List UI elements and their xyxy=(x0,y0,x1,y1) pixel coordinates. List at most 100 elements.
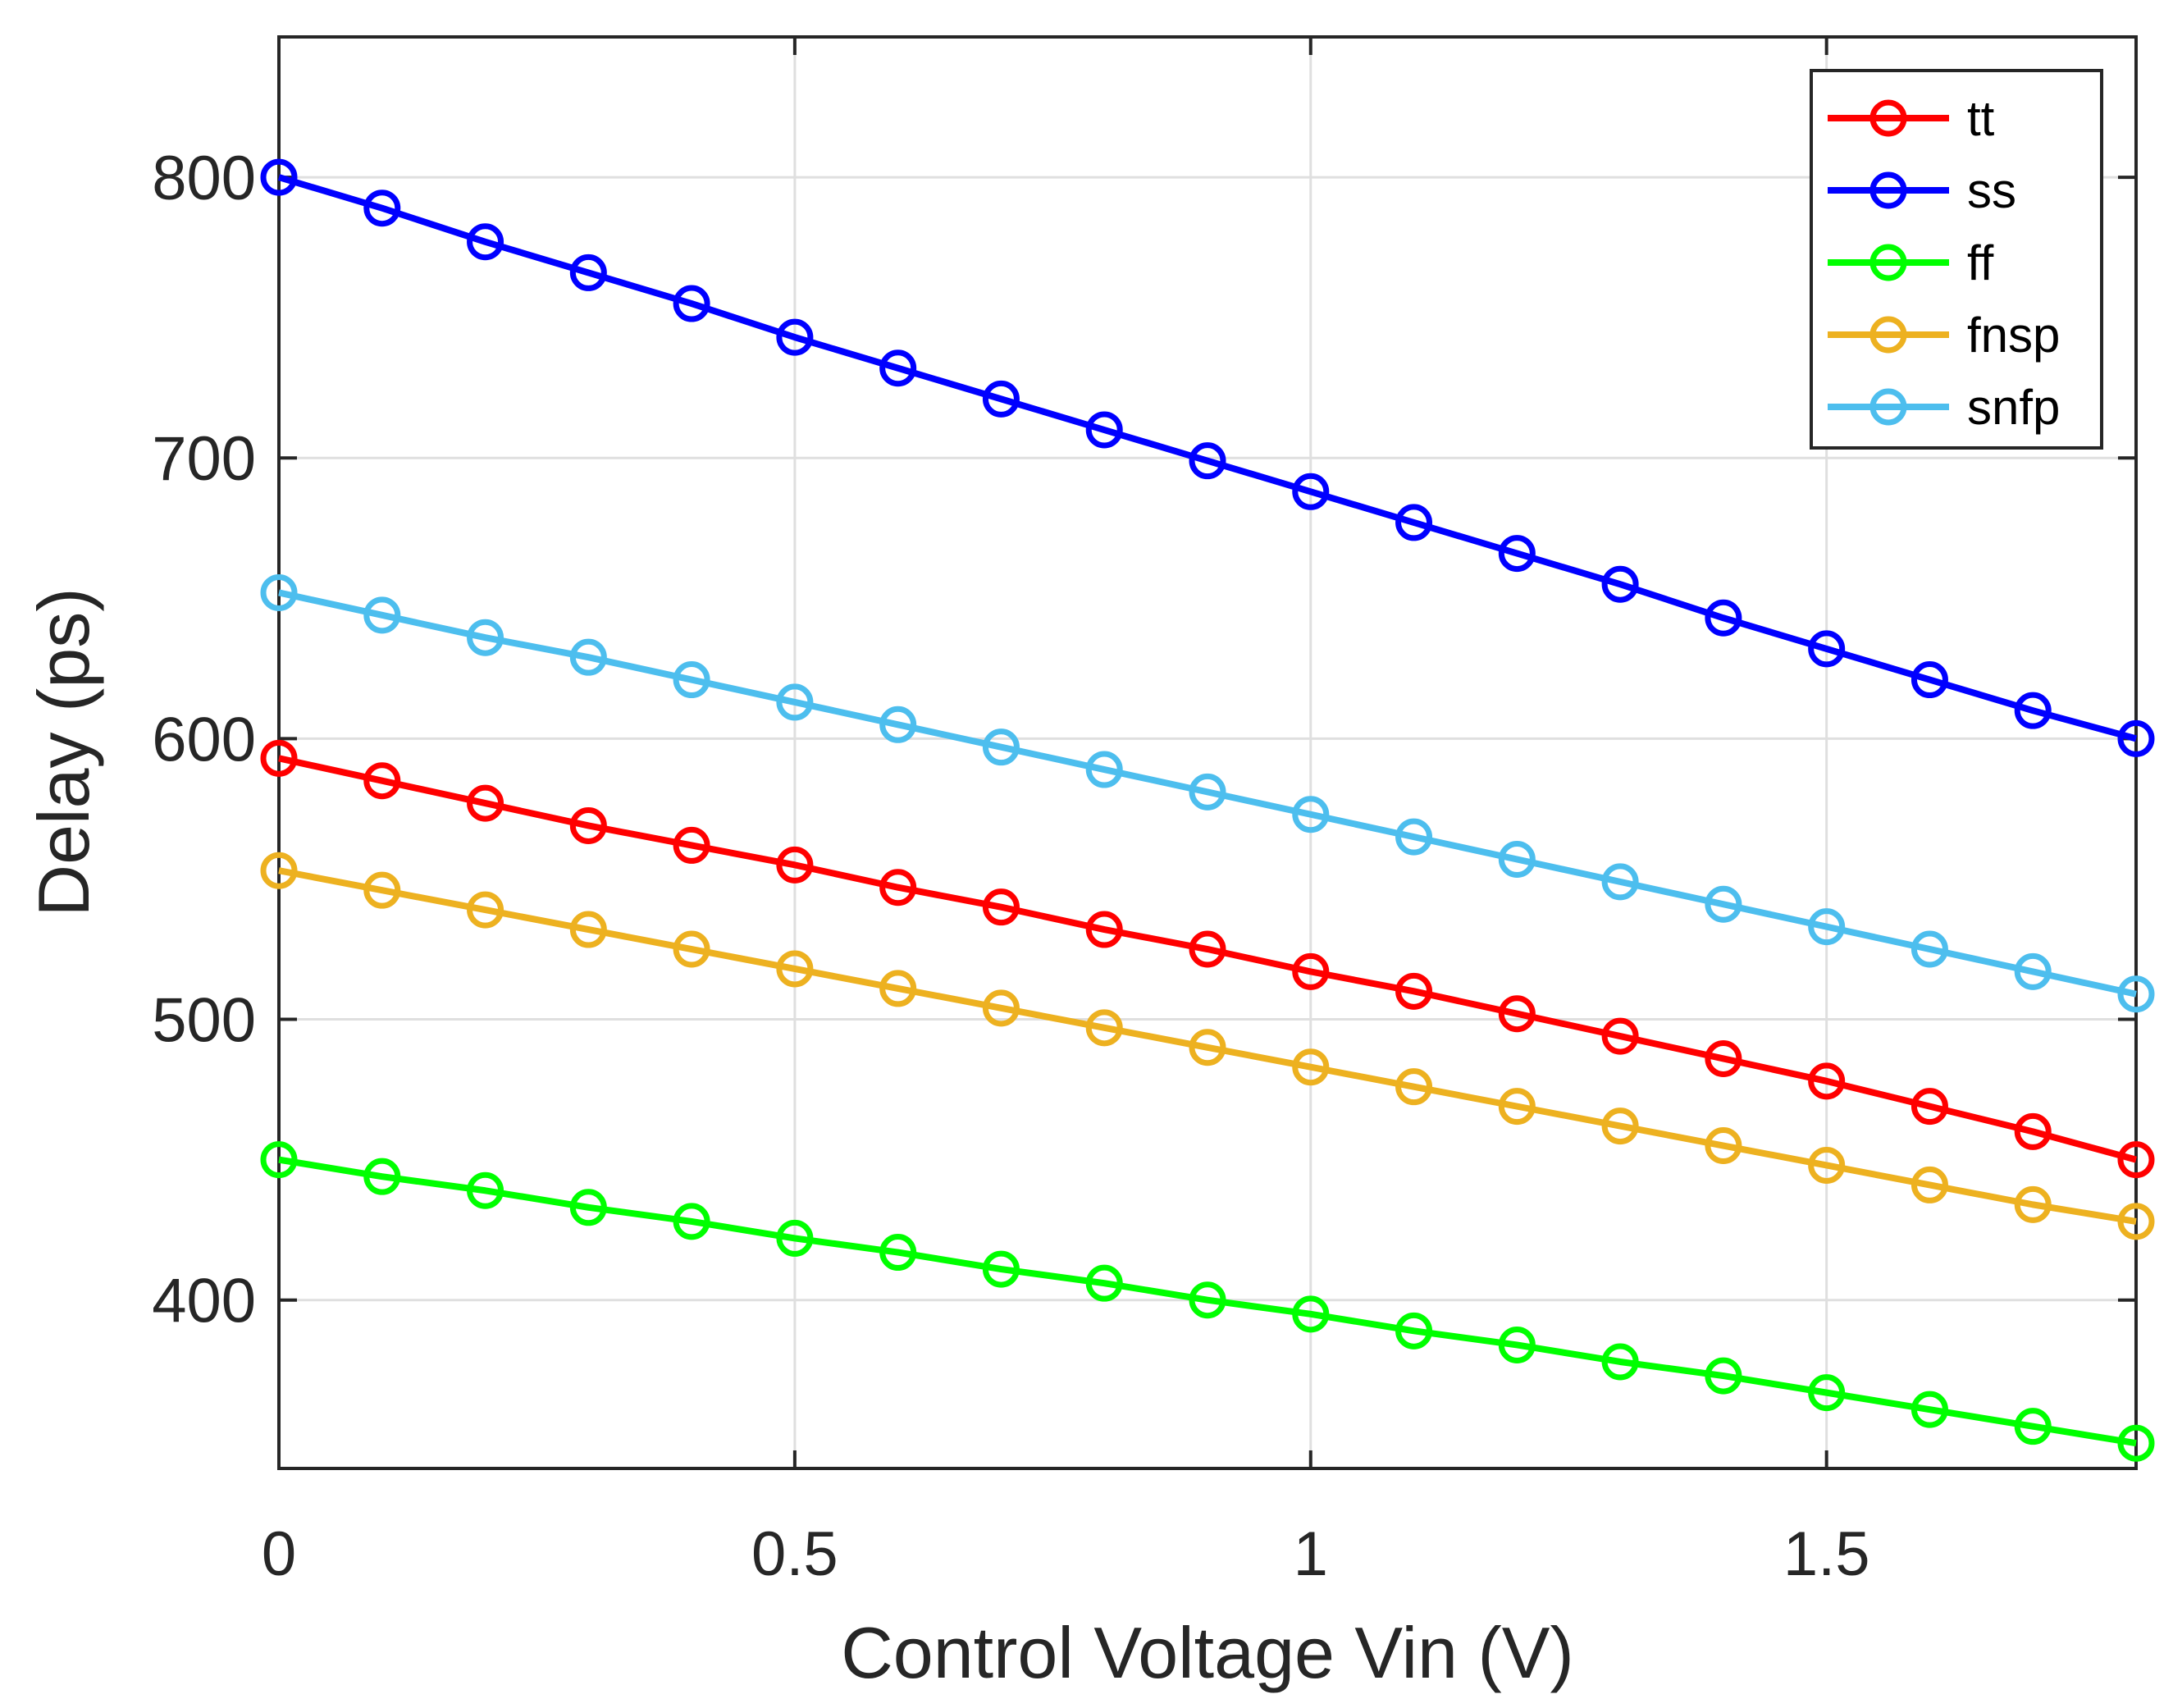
data-point-fnsp xyxy=(260,852,298,889)
legend-marker xyxy=(1869,244,1907,281)
data-point-ff xyxy=(569,1189,607,1226)
data-point-snfp xyxy=(1085,751,1123,788)
data-point-ss xyxy=(1189,442,1226,480)
data-point-tt xyxy=(1085,911,1123,948)
data-point-ss xyxy=(2117,719,2155,757)
data-point-tt xyxy=(1705,1039,1742,1077)
data-point-ff xyxy=(1808,1374,1846,1412)
legend-label: fnsp xyxy=(1967,308,2060,363)
series-tt xyxy=(260,739,2155,1179)
x-tick-label: 1.5 xyxy=(1783,1519,1870,1589)
data-point-snfp xyxy=(1292,796,1330,833)
data-point-fnsp xyxy=(2117,1203,2155,1240)
series-line-ff xyxy=(278,1156,2137,1447)
x-tick-label: 0.5 xyxy=(751,1519,838,1589)
series-line-snfp xyxy=(278,589,2137,998)
data-point-fnsp xyxy=(2014,1185,2052,1223)
data-point-snfp xyxy=(363,596,401,634)
data-point-ff xyxy=(1292,1295,1330,1333)
series-snfp xyxy=(260,573,2155,1013)
data-point-ss xyxy=(1292,473,1330,510)
legend-marker xyxy=(1869,316,1907,354)
data-point-snfp xyxy=(1705,885,1742,923)
data-point-tt xyxy=(982,888,1020,926)
data-point-snfp xyxy=(260,573,298,611)
legend-label: ff xyxy=(1967,235,1994,290)
legend-item-tt: tt xyxy=(1828,91,1995,146)
data-point-ss xyxy=(1601,565,1639,603)
data-point-ss xyxy=(2014,692,2052,729)
data-point-ss xyxy=(260,158,298,196)
data-point-ss xyxy=(1808,630,1846,668)
data-point-tt xyxy=(2014,1112,2052,1150)
legend-item-snfp: snfp xyxy=(1828,380,2060,435)
legend-marker xyxy=(1869,388,1907,426)
data-point-fnsp xyxy=(776,950,814,988)
data-point-ff xyxy=(1395,1312,1433,1350)
series-ss xyxy=(260,158,2155,757)
data-point-ss xyxy=(1085,411,1123,449)
y-tick-label: 500 xyxy=(152,986,256,1056)
y-tick-label: 600 xyxy=(152,705,256,774)
data-point-snfp xyxy=(673,661,710,699)
series-group xyxy=(260,158,2155,1462)
data-point-snfp xyxy=(1395,818,1433,856)
data-point-tt xyxy=(673,826,710,864)
data-point-fnsp xyxy=(1601,1107,1639,1145)
y-tick-label: 400 xyxy=(152,1267,256,1336)
y-tick-label: 800 xyxy=(152,144,256,213)
data-point-fnsp xyxy=(467,891,504,929)
series-line-fnsp xyxy=(278,867,2137,1225)
data-point-tt xyxy=(467,784,504,822)
data-point-tt xyxy=(1292,952,1330,990)
legend-item-fnsp: fnsp xyxy=(1828,308,2060,363)
data-point-tt xyxy=(260,739,298,777)
data-point-ff xyxy=(2014,1408,2052,1445)
data-point-snfp xyxy=(982,728,1020,766)
data-point-ff xyxy=(673,1203,710,1240)
y-axis-label: Delay (ps) xyxy=(23,588,104,917)
data-point-snfp xyxy=(776,683,814,721)
data-point-tt xyxy=(1395,972,1433,1010)
data-point-ff xyxy=(1911,1391,1948,1428)
data-point-fnsp xyxy=(982,989,1020,1027)
data-point-snfp xyxy=(1601,863,1639,901)
data-point-ss xyxy=(1705,599,1742,637)
data-point-snfp xyxy=(1498,841,1536,879)
data-point-ff xyxy=(1085,1264,1123,1302)
data-point-ff xyxy=(467,1171,504,1209)
data-point-tt xyxy=(1498,995,1536,1033)
data-point-snfp xyxy=(2117,975,2155,1013)
data-point-fnsp xyxy=(673,930,710,968)
legend-item-ff: ff xyxy=(1828,235,1994,290)
series-fnsp xyxy=(260,852,2155,1240)
data-point-tt xyxy=(2117,1141,2155,1179)
data-point-fnsp xyxy=(879,970,917,1007)
series-line-ss xyxy=(277,174,2138,742)
data-point-fnsp xyxy=(1395,1068,1433,1106)
data-point-ff xyxy=(879,1234,917,1272)
data-point-tt xyxy=(1911,1088,1948,1126)
data-point-tt xyxy=(569,806,607,844)
data-point-tt xyxy=(1189,930,1226,968)
data-point-fnsp xyxy=(1498,1088,1536,1126)
data-point-ff xyxy=(260,1141,298,1179)
data-point-snfp xyxy=(569,638,607,676)
data-point-ss xyxy=(879,349,917,387)
data-point-tt xyxy=(363,762,401,800)
data-point-fnsp xyxy=(1085,1009,1123,1047)
legend-marker xyxy=(1869,99,1907,137)
data-point-tt xyxy=(776,846,814,884)
x-tick-label: 0 xyxy=(262,1519,296,1589)
data-point-ff xyxy=(982,1250,1020,1288)
data-point-tt xyxy=(879,869,917,907)
data-point-ff xyxy=(363,1158,401,1195)
data-point-snfp xyxy=(1808,908,1846,946)
y-tick-label: 700 xyxy=(152,424,256,494)
data-point-fnsp xyxy=(1292,1048,1330,1086)
data-point-snfp xyxy=(2014,952,2052,990)
data-point-ss xyxy=(1498,535,1536,573)
data-point-ff xyxy=(1498,1326,1536,1363)
legend: tt ss ff fnsp snfp xyxy=(1810,69,2103,450)
data-point-fnsp xyxy=(1911,1166,1948,1203)
